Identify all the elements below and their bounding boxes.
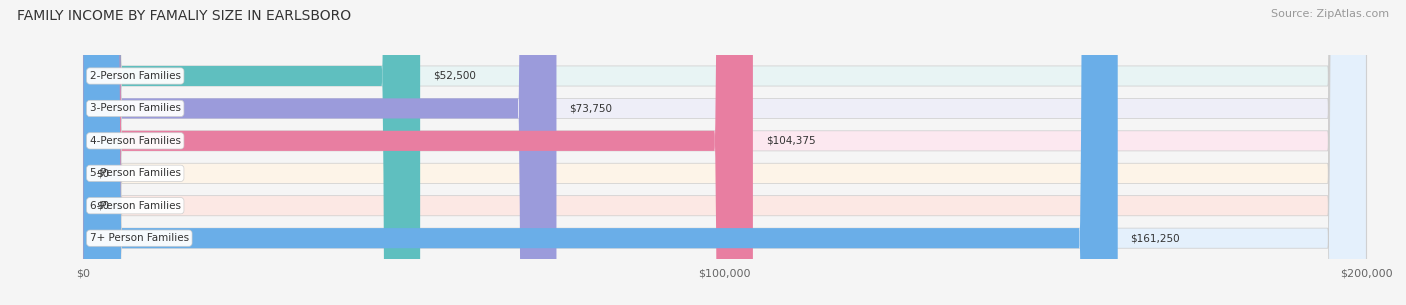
Text: 7+ Person Families: 7+ Person Families [90, 233, 188, 243]
Text: 6-Person Families: 6-Person Families [90, 201, 181, 211]
FancyBboxPatch shape [83, 0, 1367, 305]
Text: FAMILY INCOME BY FAMALIY SIZE IN EARLSBORO: FAMILY INCOME BY FAMALIY SIZE IN EARLSBO… [17, 9, 352, 23]
Text: $52,500: $52,500 [433, 71, 475, 81]
FancyBboxPatch shape [83, 0, 1367, 305]
Text: $0: $0 [96, 168, 110, 178]
FancyBboxPatch shape [83, 0, 1367, 305]
Text: 4-Person Families: 4-Person Families [90, 136, 181, 146]
Text: 3-Person Families: 3-Person Families [90, 103, 181, 113]
Text: $104,375: $104,375 [766, 136, 815, 146]
FancyBboxPatch shape [83, 0, 1367, 305]
Text: Source: ZipAtlas.com: Source: ZipAtlas.com [1271, 9, 1389, 19]
Text: $73,750: $73,750 [569, 103, 612, 113]
Text: $0: $0 [96, 201, 110, 211]
FancyBboxPatch shape [83, 0, 752, 305]
Text: 5-Person Families: 5-Person Families [90, 168, 181, 178]
FancyBboxPatch shape [83, 0, 1367, 305]
FancyBboxPatch shape [83, 0, 557, 305]
FancyBboxPatch shape [83, 0, 1367, 305]
FancyBboxPatch shape [83, 0, 1118, 305]
Text: $161,250: $161,250 [1130, 233, 1180, 243]
Text: 2-Person Families: 2-Person Families [90, 71, 181, 81]
FancyBboxPatch shape [83, 0, 420, 305]
